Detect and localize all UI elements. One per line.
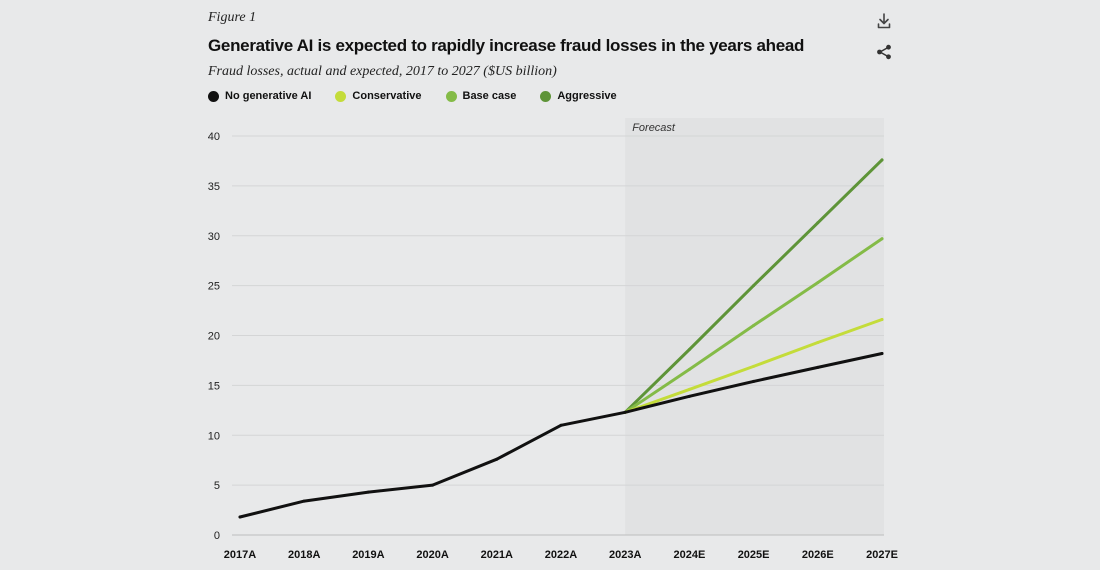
x-tick-label: 2024E: [673, 549, 705, 561]
legend-item-conservative[interactable]: Conservative: [335, 90, 422, 102]
data-point-no-generative-ai: [366, 490, 370, 494]
data-point-conservative: [687, 387, 691, 391]
data-point-no-generative-ai: [880, 351, 884, 355]
data-point-no-generative-ai: [623, 410, 627, 414]
x-tick-label: 2017A: [224, 549, 256, 561]
y-tick-label: 40: [208, 131, 220, 143]
download-icon-glyph: [877, 13, 891, 29]
x-tick-label: 2023A: [609, 549, 641, 561]
data-point-no-generative-ai: [687, 394, 691, 398]
x-tick-label: 2019A: [352, 549, 384, 561]
x-tick-label: 2025E: [738, 549, 770, 561]
data-point-conservative: [752, 364, 756, 368]
legend-item-base-case[interactable]: Base case: [445, 90, 517, 102]
legend-label: Aggressive: [557, 90, 617, 102]
data-point-aggressive: [880, 158, 884, 162]
data-point-aggressive: [752, 284, 756, 288]
data-point-no-generative-ai: [302, 499, 306, 503]
legend-label: Conservative: [352, 90, 422, 102]
data-point-no-generative-ai: [816, 365, 820, 369]
y-tick-label: 35: [208, 181, 220, 193]
data-point-conservative: [816, 340, 820, 344]
y-tick-label: 15: [208, 380, 220, 392]
x-tick-label: 2026E: [802, 549, 834, 561]
data-point-aggressive: [687, 347, 691, 351]
share-icon[interactable]: [874, 42, 894, 62]
legend-dot: [208, 90, 219, 102]
y-tick-label: 30: [208, 231, 220, 243]
x-tick-label: 2018A: [288, 549, 320, 561]
data-point-base-case: [687, 367, 691, 371]
legend-dot: [540, 90, 552, 102]
y-tick-label: 0: [214, 530, 220, 542]
legend-label: Base case: [462, 90, 517, 102]
legend-item-aggressive[interactable]: Aggressive: [540, 90, 617, 102]
x-tick-label: 2022A: [545, 549, 577, 561]
data-point-no-generative-ai: [431, 483, 435, 487]
share-icon-glyph: [877, 44, 891, 60]
download-icon[interactable]: [874, 11, 894, 31]
y-tick-label: 5: [214, 480, 220, 492]
chart-subtitle: Fraud losses, actual and expected, 2017 …: [208, 64, 557, 79]
x-tick-label: 2020A: [416, 549, 448, 561]
y-tick-label: 20: [208, 331, 220, 343]
legend-dot: [445, 90, 457, 102]
legend-item-no-generative-ai[interactable]: No generative AI: [208, 90, 311, 102]
x-tick-label: 2021A: [481, 549, 513, 561]
y-tick-label: 25: [208, 281, 220, 293]
figure-label: Figure 1: [208, 10, 257, 25]
data-point-base-case: [752, 324, 756, 328]
data-point-conservative: [880, 318, 884, 322]
data-point-base-case: [880, 237, 884, 241]
chart-legend: No generative AI Conservative Base case …: [208, 90, 617, 102]
data-point-no-generative-ai: [752, 379, 756, 383]
forecast-label: Forecast: [632, 122, 676, 134]
legend-label: No generative AI: [225, 90, 312, 102]
data-point-no-generative-ai: [495, 457, 499, 461]
y-tick-label: 10: [208, 430, 220, 442]
x-tick-label: 2027E: [866, 549, 898, 561]
data-point-no-generative-ai: [559, 423, 563, 427]
legend-dot: [335, 90, 347, 102]
chart-title: Generative AI is expected to rapidly inc…: [208, 36, 805, 55]
data-point-aggressive: [816, 221, 820, 225]
data-point-base-case: [816, 281, 820, 285]
data-point-no-generative-ai: [238, 515, 242, 519]
